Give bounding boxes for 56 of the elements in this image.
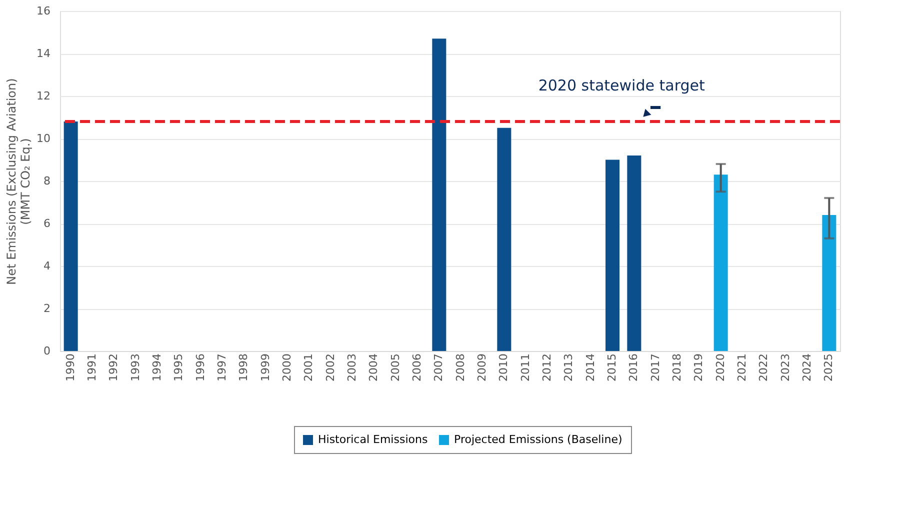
x-tick-label: 2019 [692,354,706,382]
y-tick-label: 10 [36,132,50,145]
x-tick-label: 2012 [540,354,554,382]
x-tick-label: 1996 [194,354,207,382]
x-tick-label: 2014 [584,354,597,382]
x-tick-label: 2021 [736,354,748,382]
x-tick-label: 1998 [237,354,250,382]
legend-label: Historical Emissions [318,433,428,446]
y-tick-label: 12 [36,90,50,102]
bar [64,122,78,351]
x-tick-label: 2010 [497,354,510,382]
x-tick-label: 2023 [778,354,792,382]
x-tick-label: 2008 [454,354,467,382]
x-tick-label: 2013 [562,354,576,382]
x-tick-label: 2009 [476,354,488,382]
x-tick-label: 1997 [216,354,228,382]
x-tick-label: 2007 [432,354,446,382]
x-tick-label: 2016 [627,354,640,382]
ref-line-label: 2020 statewide target [538,76,705,94]
x-tick-label: 1999 [258,354,272,382]
bar [606,160,620,351]
y-tick-label: 6 [44,217,50,230]
x-tick-label: 2004 [367,354,380,382]
legend-label: Projected Emissions (Baseline) [454,433,622,446]
x-tick-label: 2011 [518,354,532,382]
bar [627,156,642,351]
x-tick-label: 2018 [670,354,684,382]
y-tick-label: 14 [36,47,50,60]
x-tick-label: 2017 [648,354,662,382]
x-tick-label: 1992 [107,354,120,382]
y-tick-label: 8 [44,174,50,188]
x-tick-label: 2015 [606,354,618,382]
x-tick-label: 2020 [714,354,727,382]
x-tick-label: 1991 [86,354,98,382]
x-tick-label: 2001 [302,354,316,382]
bar [497,128,512,351]
y-axis-title: Net Emissions (Exclusing Aviation) (MMT CO₂ Eq.) [4,78,33,285]
x-tick-label: 2003 [346,354,358,382]
y-tick-label: 16 [36,4,50,18]
x-tick-label: 1994 [150,354,164,382]
y-tick-label: 4 [44,260,50,272]
x-tick-label: 2002 [324,354,337,382]
x-tick-label: 1995 [172,354,186,382]
x-tick-label: 2022 [757,354,770,382]
x-tick-label: 2025 [822,354,836,382]
bar [822,215,836,351]
x-tick-label: 2006 [410,354,424,382]
bar [714,174,728,351]
y-tick-label: 0 [44,344,50,358]
y-tick-label: 2 [44,302,50,315]
x-tick-label: 2024 [800,354,814,382]
x-tick-label: 2005 [388,354,402,382]
x-tick-label: 1990 [64,354,77,382]
bar [432,38,446,351]
x-tick-label: 1993 [128,354,142,382]
x-tick-label: 2000 [280,354,294,382]
